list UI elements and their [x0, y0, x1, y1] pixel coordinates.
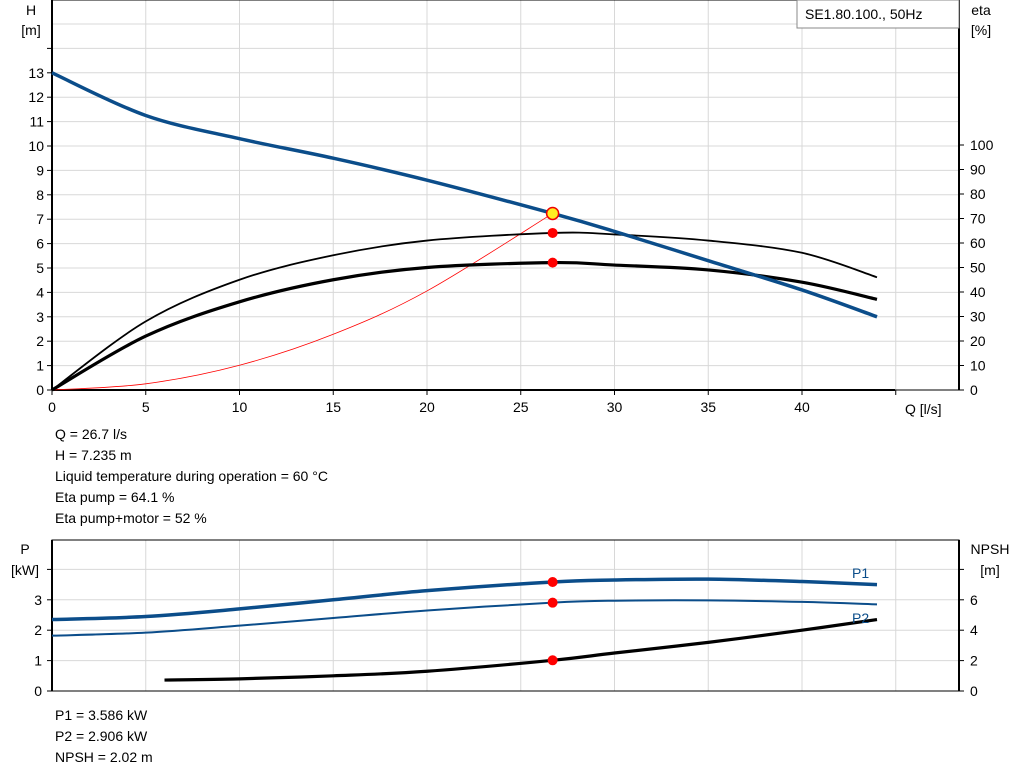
p2-point: [547, 597, 558, 608]
eta-tick-label: 60: [970, 235, 986, 251]
h-tick-label: 0: [36, 382, 44, 398]
h-tick-label: 3: [36, 309, 44, 325]
q-tick-label: 20: [419, 399, 435, 415]
p2-series-label: P2: [852, 610, 869, 626]
readout-eta-pump: Eta pump = 64.1 %: [55, 489, 175, 505]
npsh-point: [547, 655, 558, 666]
p1-point: [547, 576, 558, 587]
q-tick-label: 35: [700, 399, 716, 415]
plot-frame-bottom: [51, 539, 960, 692]
h-tick-label: 12: [28, 89, 44, 105]
p-tick-label: 0: [34, 683, 42, 699]
q-tick-label: 40: [794, 399, 810, 415]
readout-bottom: P1 = 3.586 kW P2 = 2.906 kW NPSH = 2.02 …: [55, 705, 153, 768]
system-curve: [51, 213, 553, 391]
h-tick-label: 7: [36, 211, 44, 227]
eta-tick-label: 20: [970, 333, 986, 349]
eta-tick-label: 40: [970, 284, 986, 300]
h-tick-label: 5: [36, 260, 44, 276]
eta-tick-label: 50: [970, 260, 986, 276]
q-tick-label: 10: [232, 399, 248, 415]
readout-npsh: NPSH = 2.02 m: [55, 749, 153, 765]
p1-series-label: P1: [852, 565, 869, 581]
p-tick-label: 2: [34, 622, 42, 638]
eta-tick-label: 70: [970, 211, 986, 227]
q-tick-label: 25: [513, 399, 529, 415]
eta-pump-motor-curve: [51, 260, 878, 392]
chart-title: SE1.80.100., 50Hz: [805, 6, 923, 22]
q-tick-label: 15: [325, 399, 341, 415]
h-tick-label: 8: [36, 187, 44, 203]
q-tick-label: 5: [142, 399, 150, 415]
readout-eta-pump-motor: Eta pump+motor = 52 %: [55, 510, 207, 526]
npsh-axis-label: NPSH: [971, 541, 1010, 557]
h-tick-label: 1: [36, 358, 44, 374]
eta-axis-unit: [%]: [971, 22, 991, 38]
eta-pump-motor-point: [547, 257, 558, 268]
q-axis-label: Q [l/s]: [905, 401, 942, 417]
legend-box: [796, 0, 960, 29]
q-tick-label: 30: [607, 399, 623, 415]
p2-curve: [51, 599, 878, 637]
h-axis-label: H: [26, 2, 36, 18]
duty-point: [545, 206, 560, 221]
h-tick-label: 13: [28, 65, 44, 81]
eta-tick-label: 80: [970, 186, 986, 202]
p1-curve: [51, 577, 878, 622]
readout-p1: P1 = 3.586 kW: [55, 707, 148, 723]
p-tick-label: 3: [34, 592, 42, 608]
npsh-tick-label: 2: [970, 653, 978, 669]
npsh-tick-label: 6: [970, 592, 978, 608]
readout-q: Q = 26.7 l/s: [55, 426, 127, 442]
h-tick-label: 11: [29, 114, 44, 130]
npsh-tick-label: 0: [970, 683, 978, 699]
h-tick-label: 2: [36, 333, 44, 349]
h-axis-unit: [m]: [21, 22, 40, 38]
eta-tick-label: 10: [970, 358, 986, 374]
p-axis-unit: [kW]: [11, 562, 39, 578]
readout-top: Q = 26.7 l/s H = 7.235 m Liquid temperat…: [55, 424, 328, 529]
eta-tick-label: 30: [970, 309, 986, 325]
h-tick-label: 9: [36, 162, 44, 178]
npsh-tick-label: 4: [970, 622, 978, 638]
readout-temp: Liquid temperature during operation = 60…: [55, 468, 328, 484]
p-tick-label: 1: [34, 653, 42, 669]
eta-tick-label: 0: [970, 382, 978, 398]
h-tick-label: 6: [36, 236, 44, 252]
eta-pump-curve: [51, 231, 878, 391]
eta-tick-label: 90: [970, 162, 986, 178]
p-axis-label: P: [20, 541, 29, 557]
eta-tick-label: 100: [970, 137, 994, 153]
h-tick-label: 4: [36, 284, 44, 300]
eta-pump-point: [547, 227, 558, 238]
q-tick-label: 0: [48, 399, 56, 415]
eta-axis-label: eta: [971, 2, 991, 18]
npsh-curve: [164, 617, 878, 682]
readout-p2: P2 = 2.906 kW: [55, 728, 148, 744]
npsh-axis-unit: [m]: [980, 562, 999, 578]
readout-h: H = 7.235 m: [55, 447, 132, 463]
h-tick-label: 10: [28, 138, 44, 154]
h-curve: [51, 71, 878, 319]
